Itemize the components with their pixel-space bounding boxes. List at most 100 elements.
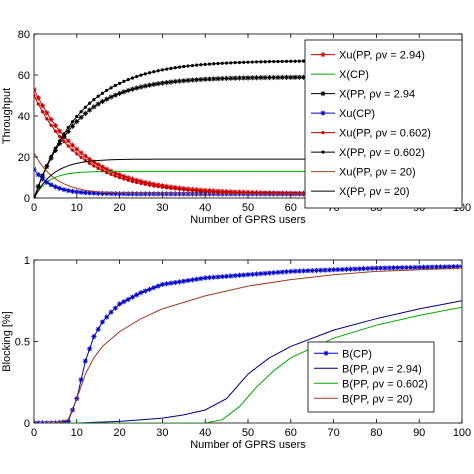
series-marker-0 <box>455 264 461 270</box>
series-marker-0 <box>399 265 405 271</box>
x-tick-label: 0 <box>31 202 37 214</box>
series-marker-5 <box>139 73 143 77</box>
x-tick-label: 30 <box>156 202 168 214</box>
series-marker-2 <box>211 76 217 82</box>
series-marker-0 <box>117 172 123 178</box>
series-marker-4 <box>212 190 216 194</box>
series-marker-0 <box>420 264 427 270</box>
series-marker-5 <box>100 91 105 95</box>
series-marker-2 <box>224 75 230 81</box>
series-marker-2 <box>112 92 118 98</box>
series-marker-2 <box>288 74 294 80</box>
x-tick-label: 50 <box>242 202 254 214</box>
series-marker-2 <box>134 85 140 91</box>
series-marker-3 <box>108 191 114 197</box>
series-marker-5 <box>220 61 224 65</box>
series-marker-2 <box>99 98 106 105</box>
series-marker-4 <box>122 177 126 181</box>
series-marker-5 <box>182 64 186 69</box>
series-marker-0 <box>446 264 452 270</box>
series-marker-4 <box>195 189 199 193</box>
series-marker-2 <box>78 114 84 120</box>
x-tick-label: 20 <box>113 202 125 214</box>
series-marker-0 <box>258 271 264 277</box>
series-marker-2 <box>172 78 178 85</box>
series-marker-5 <box>297 59 301 63</box>
series-marker-2 <box>228 75 234 81</box>
series-marker-4 <box>100 168 105 173</box>
series-marker-2 <box>206 76 213 82</box>
series-marker-5 <box>280 59 284 63</box>
series-marker-3 <box>39 176 46 182</box>
x-tick-label: 40 <box>199 202 211 214</box>
series-marker-0 <box>87 346 93 352</box>
legend-label-2: B(PP, ρv = 0.602) <box>342 378 428 390</box>
x-tick-label: 20 <box>113 427 125 439</box>
series-marker-2 <box>159 80 165 86</box>
series-marker-5 <box>126 78 130 82</box>
series-marker-2 <box>151 81 157 88</box>
series-marker-3 <box>91 190 97 196</box>
x-tick-label: 90 <box>413 427 425 439</box>
series-marker-2 <box>138 84 144 90</box>
series-marker-0 <box>219 274 225 280</box>
series-marker-2 <box>262 74 268 81</box>
series-marker-0 <box>211 274 217 280</box>
series-marker-2 <box>95 101 101 107</box>
series-marker-0 <box>112 170 118 176</box>
series-marker-5 <box>147 71 152 75</box>
series-marker-0 <box>296 268 302 274</box>
series-marker-5 <box>40 173 45 177</box>
series-marker-4 <box>199 189 203 193</box>
series-marker-2 <box>146 82 153 88</box>
series-marker-0 <box>138 290 144 296</box>
series-marker-4 <box>233 190 237 195</box>
series-marker-2 <box>129 86 136 92</box>
x-tick-label: 60 <box>285 202 297 214</box>
series-marker-3 <box>95 190 101 196</box>
series-marker-0 <box>108 309 114 315</box>
series-marker-2 <box>82 110 88 117</box>
series-marker-4 <box>66 144 70 148</box>
series-marker-2 <box>57 140 63 147</box>
series-marker-3 <box>34 166 37 172</box>
y-tick-label: 60 <box>18 70 30 82</box>
series-marker-5 <box>70 120 75 124</box>
series-marker-2 <box>279 74 285 81</box>
series-marker-0 <box>275 269 281 275</box>
series-marker-5 <box>53 146 58 150</box>
series-marker-4 <box>40 110 45 114</box>
series-marker-0 <box>202 275 208 281</box>
series-marker-3 <box>112 191 118 197</box>
blocking-panel: 0 10 20 30 40 50 60 70 80 90 100 0 0.5 1 Number of GPR… <box>1 255 471 451</box>
series-marker-0 <box>164 281 170 287</box>
series-marker-2 <box>117 90 123 97</box>
y-tick-label: 20 <box>18 152 30 164</box>
series-marker-2 <box>194 77 200 83</box>
series-marker-5 <box>259 60 263 64</box>
series-marker-0 <box>181 278 187 284</box>
series-line-3 <box>34 267 462 423</box>
series-marker-0 <box>129 176 136 182</box>
series-marker-2 <box>142 83 148 89</box>
series-marker-5 <box>242 60 246 64</box>
series-marker-2 <box>168 79 174 85</box>
series-marker-0 <box>134 177 140 183</box>
throughput-panel: 0102030405060708090100020406080Number of… <box>1 29 471 226</box>
series-marker-4 <box>203 189 207 193</box>
series-marker-5 <box>233 61 237 65</box>
series-marker-2 <box>249 75 255 81</box>
series-marker-5 <box>58 139 62 143</box>
series-marker-0 <box>365 265 371 272</box>
plot-series-group <box>34 263 462 423</box>
legend-marker-5 <box>321 150 325 154</box>
series-marker-0 <box>386 265 392 271</box>
legend-label-3: Xu(CP) <box>339 108 375 120</box>
series-marker-4 <box>147 183 152 187</box>
series-marker-5 <box>49 154 53 159</box>
series-marker-4 <box>45 117 49 121</box>
series-marker-5 <box>177 65 182 69</box>
series-marker-5 <box>302 59 306 63</box>
series-marker-2 <box>61 134 67 140</box>
series-marker-0 <box>121 173 127 179</box>
